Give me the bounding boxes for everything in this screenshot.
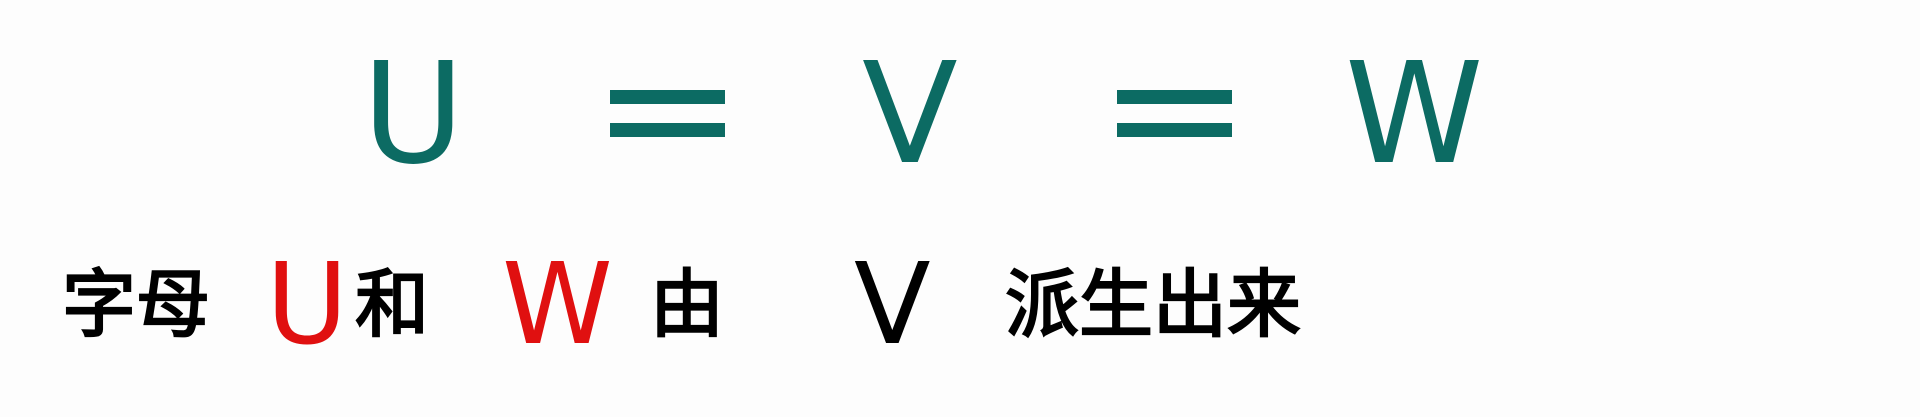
explanation-sentence: 字母 U 和 W 由 V 派生出来 xyxy=(0,230,1920,380)
sentence-letter-v: V xyxy=(854,240,931,370)
equals-bar-top xyxy=(610,90,725,104)
sentence-text-and: 和 xyxy=(355,262,429,348)
equation-letter-u: U xyxy=(362,33,465,196)
equation-line: U V W xyxy=(0,40,1920,190)
equation-letter-v: V xyxy=(862,33,958,196)
sentence-text-derived: 派生出来 xyxy=(1005,262,1301,348)
equals-bar-bottom xyxy=(1117,123,1232,137)
equals-sign-1 xyxy=(610,90,725,152)
equation-letter-w: W xyxy=(1345,33,1484,196)
equals-sign-2 xyxy=(1117,90,1232,152)
sentence-text-letters: 字母 xyxy=(62,262,210,348)
equals-bar-top xyxy=(1117,90,1232,104)
equals-bar-bottom xyxy=(610,123,725,137)
sentence-text-from: 由 xyxy=(650,262,724,348)
sentence-letter-w: W xyxy=(502,240,613,370)
sentence-letter-u: U xyxy=(266,240,348,370)
